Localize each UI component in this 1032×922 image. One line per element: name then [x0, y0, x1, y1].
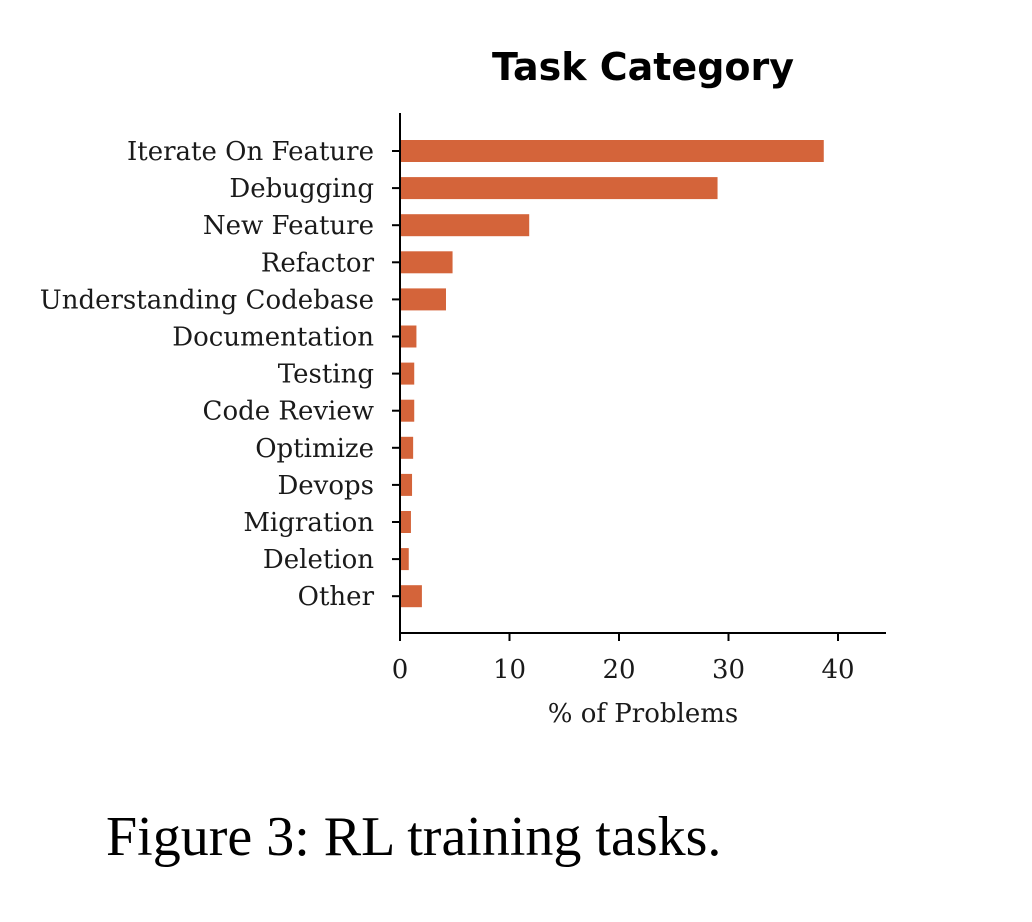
bar-code-review [400, 399, 415, 422]
y-tick-label: Migration [243, 508, 374, 538]
chart-title: Task Category [492, 45, 794, 89]
y-tick-label: Code Review [203, 397, 374, 427]
y-tick-label: New Feature [203, 211, 374, 241]
y-tick-label: Understanding Codebase [40, 285, 374, 315]
y-tick-label: Deletion [263, 545, 374, 575]
x-tick-label: 0 [392, 655, 409, 685]
bar-debugging [400, 177, 718, 200]
bar-chart: Task Category Iterate On Feature Debuggin… [40, 45, 886, 729]
y-tick-label: Testing [278, 360, 374, 390]
bar-devops [400, 473, 413, 496]
bar-deletion [400, 548, 409, 571]
y-tick-label: Devops [277, 471, 374, 501]
y-tick-label: Debugging [229, 174, 374, 204]
x-tick-label: 40 [821, 655, 854, 685]
y-axis: Iterate On Feature Debugging New Feature Re… [40, 113, 401, 633]
bar-documentation [400, 325, 417, 348]
bar-understanding-codebase [400, 288, 446, 311]
bar-iterate-on-feature [400, 140, 824, 162]
bar-migration [400, 511, 411, 533]
bar-testing [400, 362, 415, 385]
y-tick-label: Iterate On Feature [127, 137, 374, 167]
x-axis: 0 10 20 30 40 [392, 632, 886, 685]
bar-optimize [400, 436, 414, 459]
y-tick-label: Refactor [261, 248, 375, 278]
x-tick-label: 10 [493, 655, 526, 685]
bar-refactor [400, 251, 453, 274]
bars-group [400, 140, 824, 608]
x-tick-label: 30 [712, 655, 745, 685]
y-tick-label: Optimize [255, 434, 374, 464]
y-tick-label: Other [298, 582, 375, 612]
x-tick-label: 20 [602, 655, 635, 685]
bar-other [400, 585, 422, 608]
figure-caption: Figure 3: RL training tasks. [106, 806, 722, 868]
bar-new-feature [400, 214, 530, 237]
x-axis-label: % of Problems [548, 699, 738, 729]
y-tick-label: Documentation [172, 323, 374, 353]
